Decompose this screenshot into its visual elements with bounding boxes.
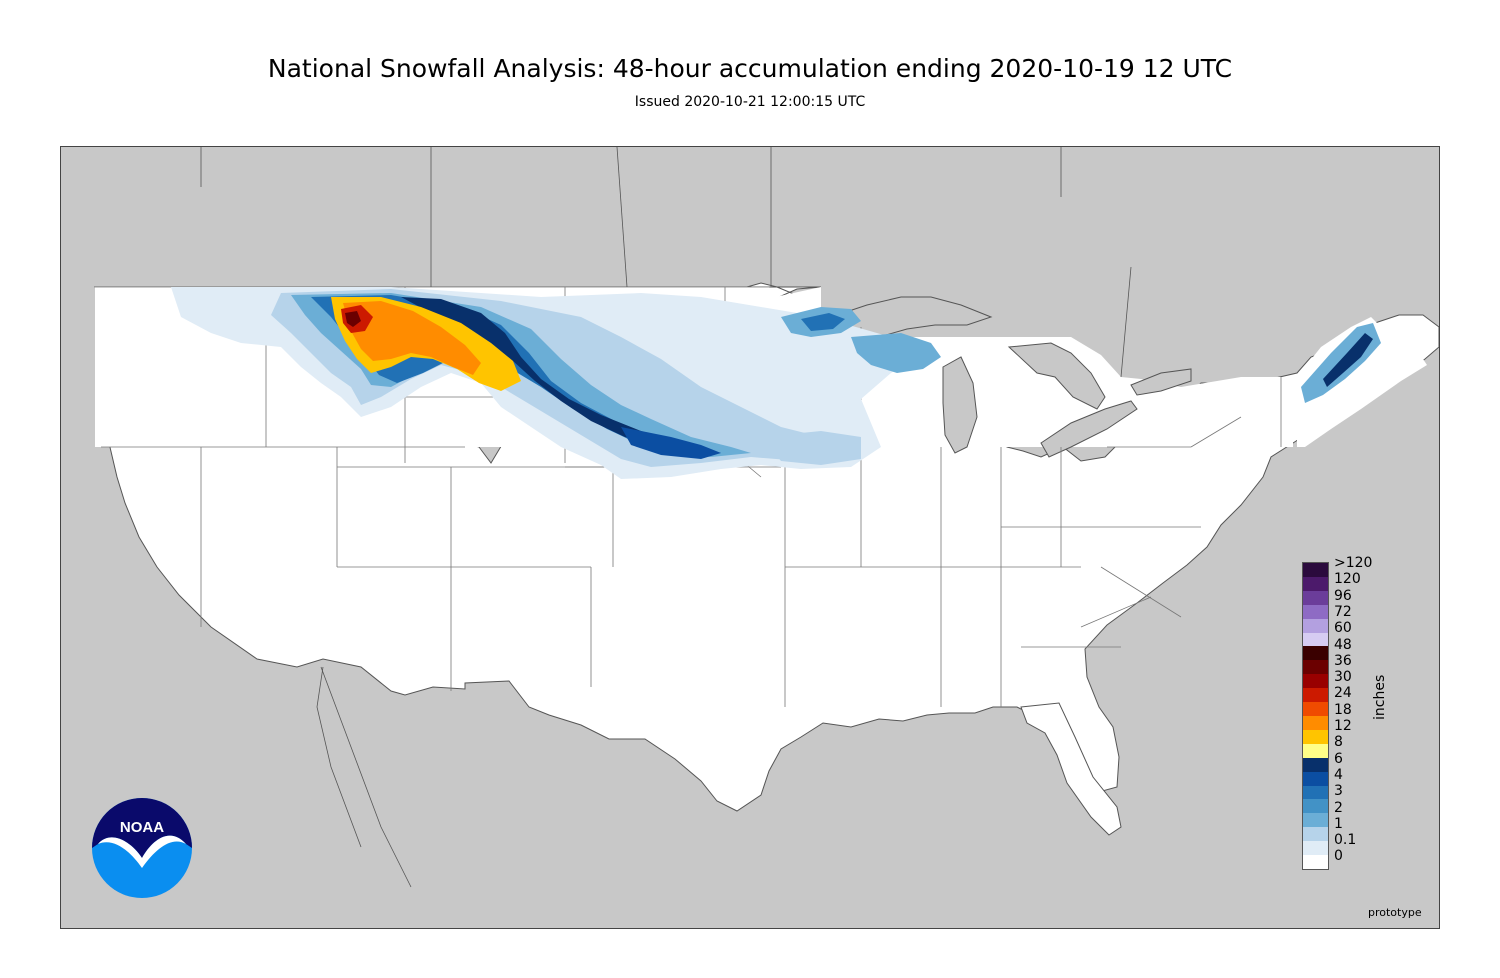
legend-label: 2 bbox=[1334, 799, 1343, 816]
legend-label: 96 bbox=[1334, 587, 1352, 604]
legend-swatch bbox=[1303, 660, 1328, 675]
legend-label: 120 bbox=[1334, 571, 1361, 588]
legend-label: 60 bbox=[1334, 620, 1352, 637]
legend-label: 0.1 bbox=[1334, 832, 1357, 849]
legend-swatch bbox=[1303, 827, 1328, 842]
legend-swatch bbox=[1303, 855, 1328, 869]
noaa-logo-text: NOAA bbox=[120, 819, 164, 836]
legend-swatch bbox=[1303, 590, 1328, 605]
country-borders bbox=[200, 147, 1132, 888]
snowfall-map bbox=[60, 146, 1440, 929]
legend-swatch bbox=[1303, 646, 1328, 661]
snow-band-18 bbox=[345, 311, 361, 327]
legend-swatch bbox=[1303, 702, 1328, 716]
maine-land bbox=[1297, 317, 1427, 447]
legend-label: >120 bbox=[1334, 555, 1373, 571]
legend-swatch bbox=[1303, 743, 1328, 758]
legend-units-label: inches bbox=[1372, 674, 1388, 720]
lake-ontario bbox=[1130, 368, 1192, 396]
lake-huron bbox=[1007, 342, 1106, 410]
legend-swatch bbox=[1303, 799, 1328, 814]
map-canvas bbox=[61, 147, 1439, 928]
legend-swatch bbox=[1303, 632, 1328, 647]
noaa-logo-bird bbox=[98, 835, 186, 868]
legend-swatch bbox=[1303, 563, 1328, 577]
legend-label: 3 bbox=[1334, 783, 1343, 800]
legend-swatch bbox=[1303, 757, 1328, 772]
legend-swatch bbox=[1303, 604, 1328, 619]
map-title: National Snowfall Analysis: 48-hour accu… bbox=[267, 54, 1233, 83]
lake-michigan bbox=[942, 356, 978, 454]
noaa-logo: NOAA bbox=[92, 798, 192, 898]
snowfall-shading bbox=[171, 287, 1381, 479]
legend-label: 18 bbox=[1334, 701, 1352, 718]
legend-swatch bbox=[1303, 674, 1328, 689]
legend-swatch bbox=[1303, 771, 1328, 786]
legend-swatch bbox=[1303, 576, 1328, 591]
legend-swatch bbox=[1303, 813, 1328, 828]
legend-swatch bbox=[1303, 618, 1328, 633]
issued-timestamp: Issued 2020-10-21 12:00:15 UTC bbox=[634, 94, 866, 110]
color-legend bbox=[1302, 562, 1329, 870]
legend-label: 72 bbox=[1334, 603, 1352, 620]
conus-northeast bbox=[821, 337, 1293, 447]
florida-land bbox=[1020, 702, 1122, 836]
wisconsin-band bbox=[851, 333, 941, 373]
iowa-band bbox=[761, 431, 861, 465]
legend-label: 4 bbox=[1334, 766, 1343, 783]
legend-label: 48 bbox=[1334, 636, 1352, 653]
legend-label: 24 bbox=[1334, 685, 1352, 702]
lake-erie bbox=[1040, 400, 1138, 458]
legend-swatch bbox=[1303, 715, 1328, 730]
legend-swatch bbox=[1303, 729, 1328, 744]
legend-label: 6 bbox=[1334, 750, 1343, 767]
legend-label: 1 bbox=[1334, 815, 1343, 832]
legend-swatch bbox=[1303, 785, 1328, 800]
prototype-label: prototype bbox=[1368, 906, 1422, 919]
legend-label: 30 bbox=[1334, 669, 1352, 686]
minnesota-band-dark bbox=[801, 313, 845, 331]
legend-label: 8 bbox=[1334, 734, 1343, 751]
legend-swatch bbox=[1303, 841, 1328, 856]
snow-band-8 bbox=[343, 301, 481, 375]
noaa-logo-top bbox=[92, 798, 192, 858]
maine-band-dark bbox=[1323, 333, 1373, 387]
legend-swatch bbox=[1303, 688, 1328, 703]
legend-label: 36 bbox=[1334, 652, 1352, 669]
legend-label: 12 bbox=[1334, 718, 1352, 734]
nebraska-band-dark bbox=[621, 427, 721, 459]
legend-label: 0 bbox=[1334, 848, 1343, 865]
